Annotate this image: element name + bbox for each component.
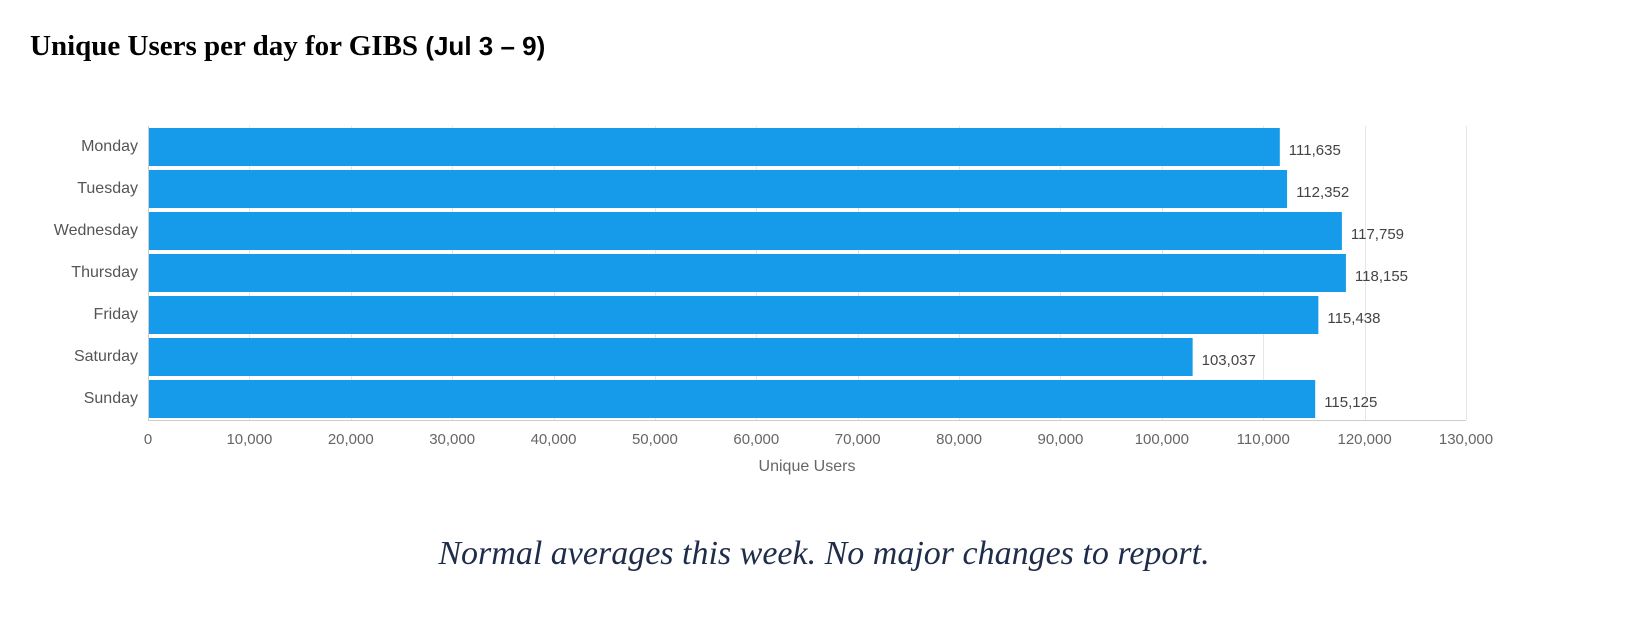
x-tick-label: 70,000 [835,431,881,448]
data-label: 103,037 [1202,352,1256,369]
category-label: Saturday [74,348,138,365]
data-label: 111,635 [1289,142,1341,159]
x-tick-label: 120,000 [1337,431,1391,448]
x-tick-label: 30,000 [429,431,475,448]
x-tick-label: 60,000 [733,431,779,448]
chart-labels: Monday Tuesday Wednesday Thursday Friday Satu… [54,138,1493,475]
data-label: 117,759 [1351,226,1404,243]
x-tick-label: 0 [144,431,152,448]
chart-axes [148,126,1466,421]
category-label: Tuesday [77,180,138,197]
category-label: Monday [81,138,138,155]
x-tick-label: 20,000 [328,431,374,448]
category-label: Sunday [84,390,138,407]
bar-thursday [148,254,1346,292]
bar-saturday [148,338,1193,376]
x-tick-label: 80,000 [936,431,982,448]
chart-bars [148,128,1346,418]
category-label: Wednesday [54,222,138,239]
x-tick-label: 10,000 [226,431,272,448]
data-label: 112,352 [1296,184,1349,201]
category-label: Friday [94,306,138,323]
x-tick-label: 110,000 [1237,431,1290,448]
bar-sunday [148,380,1316,418]
footnote-text: Normal averages this week. No major chan… [438,535,1210,572]
data-label: 115,125 [1324,394,1377,411]
x-tick-label: 40,000 [531,431,577,448]
x-tick-label: 90,000 [1038,431,1084,448]
bar-tuesday [148,170,1288,208]
title-date-range: (Jul 3 – 9) [425,31,546,61]
title-main: Unique Users per day for GIBS [30,30,419,62]
page-title: Unique Users per day for GIBS (Jul 3 – 9… [30,30,545,63]
category-label: Thursday [71,264,138,281]
x-tick-label: 130,000 [1439,431,1493,448]
data-label: 115,438 [1327,310,1380,327]
x-axis-label: Unique Users [759,458,856,475]
x-tick-label: 100,000 [1135,431,1189,448]
x-tick-label: 50,000 [632,431,678,448]
bar-friday [148,296,1319,334]
data-label: 118,155 [1355,268,1408,285]
bar-wednesday [148,212,1342,250]
bar-monday [148,128,1280,166]
